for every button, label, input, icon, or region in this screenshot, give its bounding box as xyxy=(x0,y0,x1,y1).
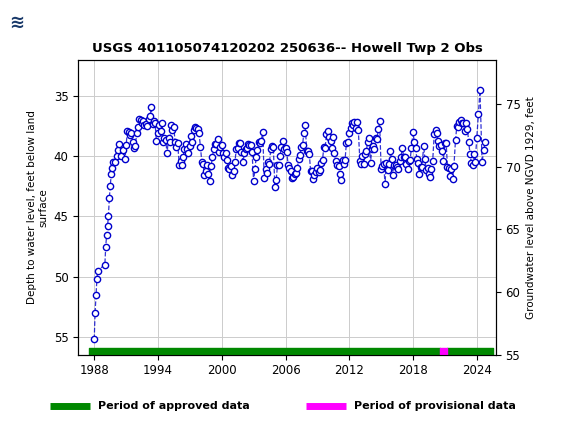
FancyBboxPatch shape xyxy=(5,4,74,41)
Text: USGS: USGS xyxy=(90,15,137,30)
Y-axis label: Groundwater level above NGVD 1929, feet: Groundwater level above NGVD 1929, feet xyxy=(526,96,536,319)
Y-axis label: Depth to water level, feet below land
surface: Depth to water level, feet below land su… xyxy=(27,111,48,304)
Title: USGS 401105074120202 250636-- Howell Twp 2 Obs: USGS 401105074120202 250636-- Howell Twp… xyxy=(92,42,483,55)
Text: Period of approved data: Period of approved data xyxy=(99,401,250,412)
Text: Period of provisional data: Period of provisional data xyxy=(354,401,516,412)
Text: ≋: ≋ xyxy=(9,14,24,31)
